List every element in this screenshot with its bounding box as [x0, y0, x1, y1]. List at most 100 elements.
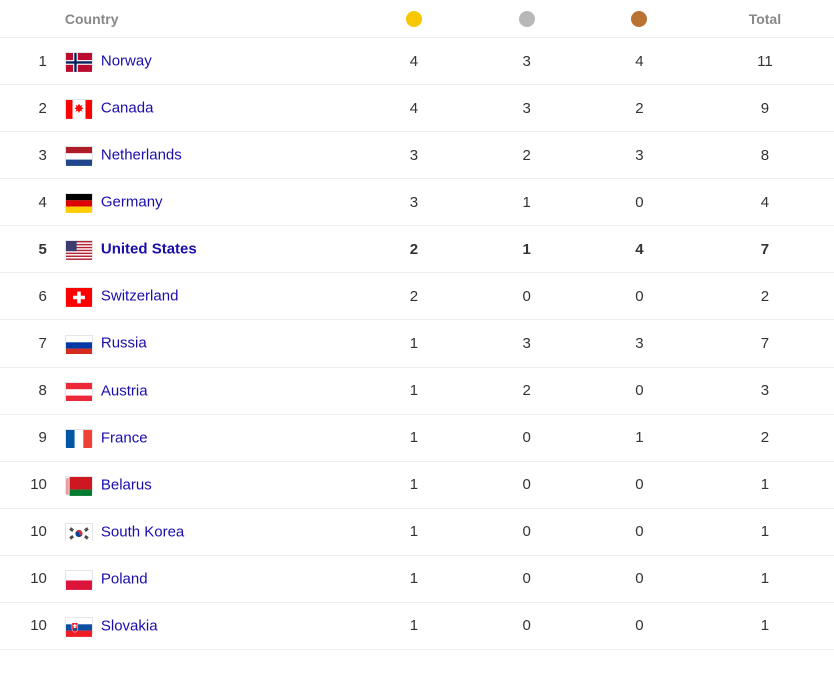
- silver-cell: 3: [470, 38, 583, 85]
- bronze-cell: 0: [583, 602, 696, 649]
- rank-cell: 10: [0, 461, 57, 508]
- table-row: 5United States2147: [0, 226, 834, 273]
- country-link[interactable]: Austria: [101, 382, 148, 399]
- table-row: 10Slovakia1001: [0, 602, 834, 649]
- rank-cell: 9: [0, 414, 57, 461]
- bronze-cell: 2: [583, 85, 696, 132]
- flag-icon: [65, 382, 93, 400]
- gold-cell: 2: [358, 273, 471, 320]
- rank-cell: 5: [0, 226, 57, 273]
- rank-cell: 2: [0, 85, 57, 132]
- country-link[interactable]: Canada: [101, 100, 154, 117]
- country-link[interactable]: Slovakia: [101, 617, 158, 634]
- country-link[interactable]: Norway: [101, 53, 152, 70]
- bronze-cell: 0: [583, 273, 696, 320]
- table-row: 4Germany3104: [0, 179, 834, 226]
- total-cell: 1: [696, 461, 834, 508]
- rank-cell: 4: [0, 179, 57, 226]
- rank-cell: 1: [0, 38, 57, 85]
- gold-cell: 1: [358, 555, 471, 602]
- country-cell: Belarus: [57, 461, 358, 508]
- table-row: 3Netherlands3238: [0, 132, 834, 179]
- bronze-cell: 0: [583, 461, 696, 508]
- country-cell: Norway: [57, 38, 358, 85]
- flag-icon: [65, 193, 93, 211]
- country-link[interactable]: South Korea: [101, 523, 184, 540]
- table-row: 8Austria1203: [0, 367, 834, 414]
- country-link[interactable]: United States: [101, 241, 197, 258]
- total-cell: 2: [696, 273, 834, 320]
- rank-header: [0, 0, 57, 38]
- table-row: 10Belarus1001: [0, 461, 834, 508]
- country-link[interactable]: Russia: [101, 335, 147, 352]
- gold-cell: 3: [358, 179, 471, 226]
- country-cell: South Korea: [57, 508, 358, 555]
- gold-cell: 1: [358, 602, 471, 649]
- table-row: 1Norway43411: [0, 38, 834, 85]
- country-header: Country: [57, 0, 358, 38]
- flag-icon: [65, 287, 93, 305]
- table-row: 10Poland1001: [0, 555, 834, 602]
- country-link[interactable]: Belarus: [101, 476, 152, 493]
- gold-cell: 1: [358, 461, 471, 508]
- table-row: 7Russia1337: [0, 320, 834, 367]
- flag-icon: [65, 617, 93, 635]
- silver-cell: 1: [470, 226, 583, 273]
- silver-cell: 0: [470, 461, 583, 508]
- silver-cell: 0: [470, 555, 583, 602]
- bronze-medal-icon: [631, 11, 647, 27]
- flag-icon: [65, 570, 93, 588]
- total-cell: 2: [696, 414, 834, 461]
- gold-cell: 2: [358, 226, 471, 273]
- medal-table: Country Total 1Norway434112Canada43293Ne…: [0, 0, 834, 650]
- gold-cell: 1: [358, 414, 471, 461]
- silver-cell: 2: [470, 367, 583, 414]
- total-cell: 1: [696, 602, 834, 649]
- country-link[interactable]: France: [101, 429, 148, 446]
- gold-cell: 4: [358, 85, 471, 132]
- flag-icon: [65, 523, 93, 541]
- rank-cell: 8: [0, 367, 57, 414]
- bronze-header: [583, 0, 696, 38]
- flag-icon: [65, 52, 93, 70]
- flag-icon: [65, 99, 93, 117]
- silver-cell: 0: [470, 414, 583, 461]
- silver-cell: 3: [470, 320, 583, 367]
- country-cell: Russia: [57, 320, 358, 367]
- silver-cell: 0: [470, 602, 583, 649]
- total-cell: 8: [696, 132, 834, 179]
- country-cell: Switzerland: [57, 273, 358, 320]
- rank-cell: 6: [0, 273, 57, 320]
- silver-medal-icon: [519, 11, 535, 27]
- country-link[interactable]: Netherlands: [101, 147, 182, 164]
- gold-cell: 4: [358, 38, 471, 85]
- table-header-row: Country Total: [0, 0, 834, 38]
- country-cell: Austria: [57, 367, 358, 414]
- total-cell: 7: [696, 320, 834, 367]
- silver-cell: 1: [470, 179, 583, 226]
- flag-icon: [65, 146, 93, 164]
- table-row: 9France1012: [0, 414, 834, 461]
- silver-cell: 0: [470, 273, 583, 320]
- country-cell: Netherlands: [57, 132, 358, 179]
- country-cell: France: [57, 414, 358, 461]
- country-link[interactable]: Germany: [101, 194, 163, 211]
- flag-icon: [65, 476, 93, 494]
- bronze-cell: 1: [583, 414, 696, 461]
- silver-cell: 3: [470, 85, 583, 132]
- table-row: 2Canada4329: [0, 85, 834, 132]
- total-cell: 4: [696, 179, 834, 226]
- country-cell: Canada: [57, 85, 358, 132]
- bronze-cell: 4: [583, 226, 696, 273]
- gold-cell: 1: [358, 367, 471, 414]
- country-link[interactable]: Switzerland: [101, 288, 179, 305]
- total-cell: 9: [696, 85, 834, 132]
- table-row: 10South Korea1001: [0, 508, 834, 555]
- bronze-cell: 0: [583, 367, 696, 414]
- country-cell: United States: [57, 226, 358, 273]
- country-cell: Germany: [57, 179, 358, 226]
- country-link[interactable]: Poland: [101, 570, 148, 587]
- flag-icon: [65, 240, 93, 258]
- gold-cell: 1: [358, 320, 471, 367]
- bronze-cell: 0: [583, 508, 696, 555]
